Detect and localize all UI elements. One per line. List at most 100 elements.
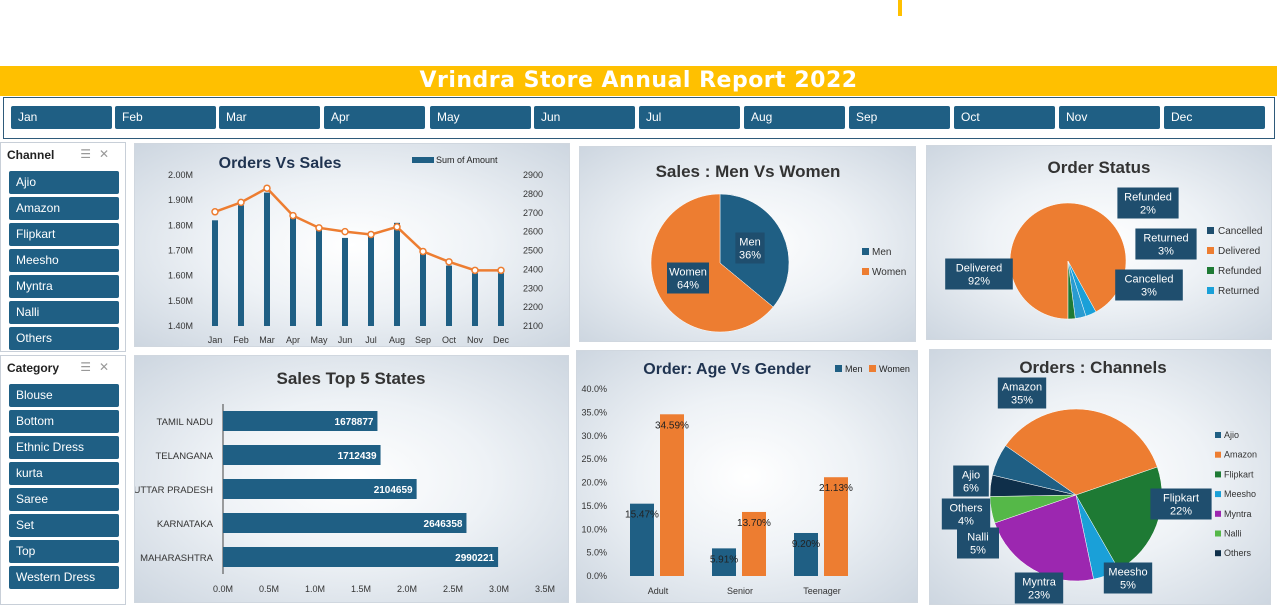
ch-label-amazon-text: Amazon: [1002, 382, 1042, 394]
ch-legend-swatch-meesho: [1215, 491, 1221, 498]
ovs-bar-sep: [420, 253, 426, 326]
slicer-item-ethnic-dress[interactable]: Ethnic Dress: [9, 436, 119, 459]
ag-y-tick: 30.0%: [581, 431, 607, 441]
slicer-item-meesho[interactable]: Meesho: [9, 249, 119, 272]
st-x-tick: 0.5M: [259, 584, 279, 594]
os-legend-refunded: Refunded: [1218, 266, 1261, 277]
month-button-aug[interactable]: Aug: [744, 106, 845, 129]
ovs-x-tick: Feb: [233, 335, 249, 345]
month-button-nov[interactable]: Nov: [1059, 106, 1160, 129]
month-button-apr[interactable]: Apr: [324, 106, 425, 129]
os-label-delivered-box: [945, 258, 1013, 290]
ovs-x-tick: Jun: [338, 335, 353, 345]
ag-y-tick: 25.0%: [581, 454, 607, 464]
month-button-jul[interactable]: Jul: [639, 106, 740, 129]
st-value-tamil-nadu: 1678877: [335, 417, 374, 428]
ag-label-teenager-women: 21.13%: [819, 483, 853, 494]
ch-label-others-text: 4%: [958, 516, 974, 528]
month-button-mar[interactable]: Mar: [219, 106, 320, 129]
os-label-delivered-text: 92%: [968, 276, 990, 288]
slicer-item-western-dress[interactable]: Western Dress: [9, 566, 119, 589]
ch-label-flipkart-box: [1150, 488, 1212, 520]
ch-label-meesho-text: 5%: [1120, 580, 1136, 592]
st-bar-karnataka: [223, 513, 467, 533]
ag-y-tick: 0.0%: [586, 571, 607, 581]
ag-label-senior-women: 13.70%: [737, 518, 771, 529]
orders-vs-sales-panel: Orders Vs Sales Sum of Amount 1.40M 1.50M 1.…: [134, 143, 570, 347]
slicer-item-others[interactable]: Others: [9, 327, 119, 350]
ch-label-nalli-text: Nalli: [967, 532, 988, 544]
ch-legend-flipkart: Flipkart: [1224, 469, 1254, 479]
st-category-tamil-nadu: TAMIL NADU: [157, 417, 214, 428]
slicer-item-bottom[interactable]: Bottom: [9, 410, 119, 433]
ovs-bar-feb: [238, 205, 244, 326]
st-x-tick: 2.5M: [443, 584, 463, 594]
channel-slicer-title: Channel: [7, 148, 55, 162]
ch-legend-nalli: Nalli: [1224, 529, 1242, 539]
st-bar-maharashtra: [223, 547, 499, 567]
mw-label-men-text: Men: [739, 237, 760, 249]
slicer-item-ajio[interactable]: Ajio: [9, 171, 119, 194]
month-button-dec[interactable]: Dec: [1164, 106, 1265, 129]
slicer-item-myntra[interactable]: Myntra: [9, 275, 119, 298]
st-x-tick: 3.5M: [535, 584, 555, 594]
ch-legend-others: Others: [1224, 548, 1252, 558]
month-button-oct[interactable]: Oct: [954, 106, 1055, 129]
ovs-legend-label: Sum of Amount: [436, 155, 498, 165]
ag-title: Order: Age Vs Gender: [643, 361, 810, 378]
os-label-returned-box: [1135, 228, 1197, 260]
month-button-feb[interactable]: Feb: [115, 106, 216, 129]
ovs-bar-apr: [290, 217, 296, 326]
slicer-item-saree[interactable]: Saree: [9, 488, 119, 511]
top-accent-mark: [898, 0, 902, 16]
orders-channels-chart: Orders : ChannelsAmazon35%Flipkart22%Mee…: [941, 358, 1257, 604]
slicer-item-amazon[interactable]: Amazon: [9, 197, 119, 220]
ovs-point-oct: [445, 258, 453, 266]
ovs-right-tick: 2600: [523, 227, 543, 237]
ag-legend-men: Men: [845, 364, 863, 374]
ovs-right-tick: 2700: [523, 208, 543, 218]
mw-label-men-text: 36%: [739, 250, 761, 262]
orders-vs-sales-chart: Orders Vs Sales Sum of Amount 1.40M 1.50M 1.…: [168, 155, 543, 345]
ovs-point-may: [315, 224, 323, 232]
ch-label-flipkart-text: Flipkart: [1163, 493, 1199, 505]
ag-y-tick: 10.0%: [581, 524, 607, 534]
ch-label-nalli-box: [957, 527, 999, 559]
month-button-sep[interactable]: Sep: [849, 106, 950, 129]
month-button-may[interactable]: May: [430, 106, 531, 129]
ovs-x-tick: Jan: [208, 335, 223, 345]
slicer-item-flipkart[interactable]: Flipkart: [9, 223, 119, 246]
st-category-karnataka: KARNATAKA: [157, 519, 214, 530]
slicer-item-set[interactable]: Set: [9, 514, 119, 537]
slicer-item-top[interactable]: Top: [9, 540, 119, 563]
ovs-right-tick: 2500: [523, 246, 543, 256]
ch-legend-swatch-flipkart: [1215, 471, 1221, 478]
slicer-item-blouse[interactable]: Blouse: [9, 384, 119, 407]
age-gender-panel: Order: Age Vs Gender Men Women 0.0% 5.0% 10.0…: [576, 350, 918, 603]
ch-legend-ajio: Ajio: [1224, 430, 1239, 440]
os-legend-swatch-refunded: [1207, 267, 1214, 274]
slicer-item-nalli[interactable]: Nalli: [9, 301, 119, 324]
ch-label-flipkart-text: 22%: [1170, 506, 1192, 518]
ag-bar-adult-men: [630, 503, 654, 576]
ovs-left-tick: 1.50M: [168, 296, 193, 306]
os-label-returned-text: Returned: [1143, 233, 1188, 245]
slicer-multiselect-and-clear-icons[interactable]: ☰✕: [80, 360, 117, 374]
slicer-multiselect-and-clear-icons[interactable]: ☰✕: [80, 147, 117, 161]
ch-slice-amazon: [1005, 408, 1158, 496]
mw-label-men-box: [735, 232, 765, 264]
ovs-bar-mar: [264, 192, 270, 326]
mw-legend-men: Men: [872, 247, 891, 258]
month-button-jan[interactable]: Jan: [11, 106, 112, 129]
slicer-item-kurta[interactable]: kurta: [9, 462, 119, 485]
ovs-point-jan: [211, 208, 219, 216]
ovs-left-tick: 2.00M: [168, 170, 193, 180]
ch-label-nalli-text: 5%: [970, 545, 986, 557]
category-slicer: Category ☰✕ Blouse Bottom Ethnic Dress kurt…: [0, 355, 126, 605]
st-x-tick: 1.5M: [351, 584, 371, 594]
month-button-jun[interactable]: Jun: [534, 106, 635, 129]
